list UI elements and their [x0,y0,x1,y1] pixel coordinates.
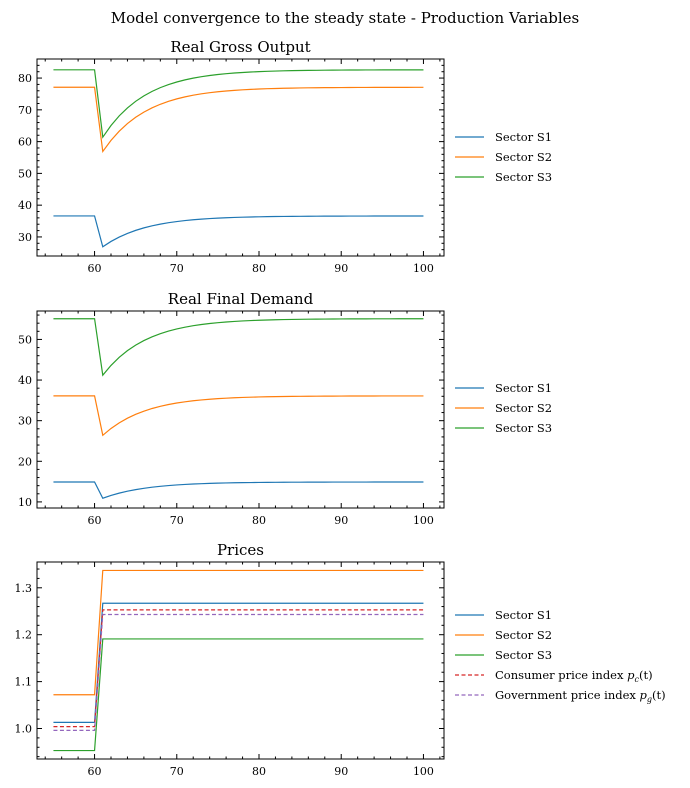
legend-label: Sector S3 [495,648,552,662]
x-tick-label: 100 [413,765,434,778]
figure-suptitle: Model convergence to the steady state - … [111,9,580,27]
panel-title: Prices [217,541,264,559]
legend-label: Sector S2 [495,401,552,415]
series-line-4 [53,609,424,728]
x-tick-label: 100 [413,262,434,275]
y-tick-label: 40 [18,199,32,212]
x-tick-label: 70 [170,765,184,778]
series-line-3 [53,318,424,377]
x-tick-label: 100 [413,514,434,527]
legend-label: Sector S3 [495,421,552,435]
legend: Sector S1 Sector S2 Sector S3 [455,381,552,435]
x-tick-label: 80 [252,262,266,275]
y-tick-label: 80 [18,72,32,85]
axes-frame [36,310,445,509]
x-tick-label: 70 [170,262,184,275]
legend-label: Sector S3 [495,170,552,184]
x-tick-label: 90 [334,262,348,275]
y-tick-label: 30 [18,231,32,244]
x-tick-label: 90 [334,765,348,778]
series-line-2 [53,86,424,154]
y-tick-label: 1.1 [15,676,33,689]
x-tick-label: 90 [334,514,348,527]
y-tick-label: 10 [18,496,32,509]
y-tick-label: 50 [18,333,32,346]
series-line-3 [53,69,424,139]
y-tick-label: 20 [18,455,32,468]
legend-label: Sector S1 [495,381,552,395]
legend: Sector S1 Sector S2 Sector S3 [455,130,552,184]
x-tick-label: 70 [170,514,184,527]
axes-frame [36,561,445,760]
series-line-3 [53,638,424,752]
legend-label: Sector S2 [495,150,552,164]
legend-label: Sector S1 [495,608,552,622]
series-line-2 [53,569,424,696]
series-line-1 [53,602,424,724]
x-tick-label: 60 [88,514,102,527]
y-tick-label: 70 [18,104,32,117]
x-tick-label: 60 [88,765,102,778]
legend: Sector S1 Sector S2 Sector S3 Consumer pric… [455,608,666,704]
y-tick-label: 1.3 [15,582,33,595]
panel-1: Real Gross Output 60 70 80 90 100 30 40 50 60 70 80… [18,38,552,275]
y-tick-label: 30 [18,415,32,428]
y-tick-label: 50 [18,167,32,180]
series-line-1 [53,481,424,499]
series-line-1 [53,215,424,248]
y-tick-label: 60 [18,136,32,149]
x-tick-label: 80 [252,514,266,527]
x-tick-label: 60 [88,262,102,275]
axes-frame [36,58,445,257]
y-tick-label: 1.0 [15,723,33,736]
y-tick-label: 40 [18,374,32,387]
series-line-5 [53,613,424,731]
legend-label: Sector S1 [495,130,552,144]
series-line-2 [53,395,424,437]
panel-title: Real Gross Output [170,38,310,56]
legend-label: Consumer price index pc(t) [495,668,653,684]
legend-label: Government price index pg(t) [495,688,666,704]
y-tick-label: 1.2 [15,629,33,642]
x-tick-label: 80 [252,765,266,778]
panel-title: Real Final Demand [168,290,314,308]
legend-label: Sector S2 [495,628,552,642]
panel-2: Real Final Demand 60 70 80 90 100 10 20 30 40 50 Se… [18,290,552,527]
